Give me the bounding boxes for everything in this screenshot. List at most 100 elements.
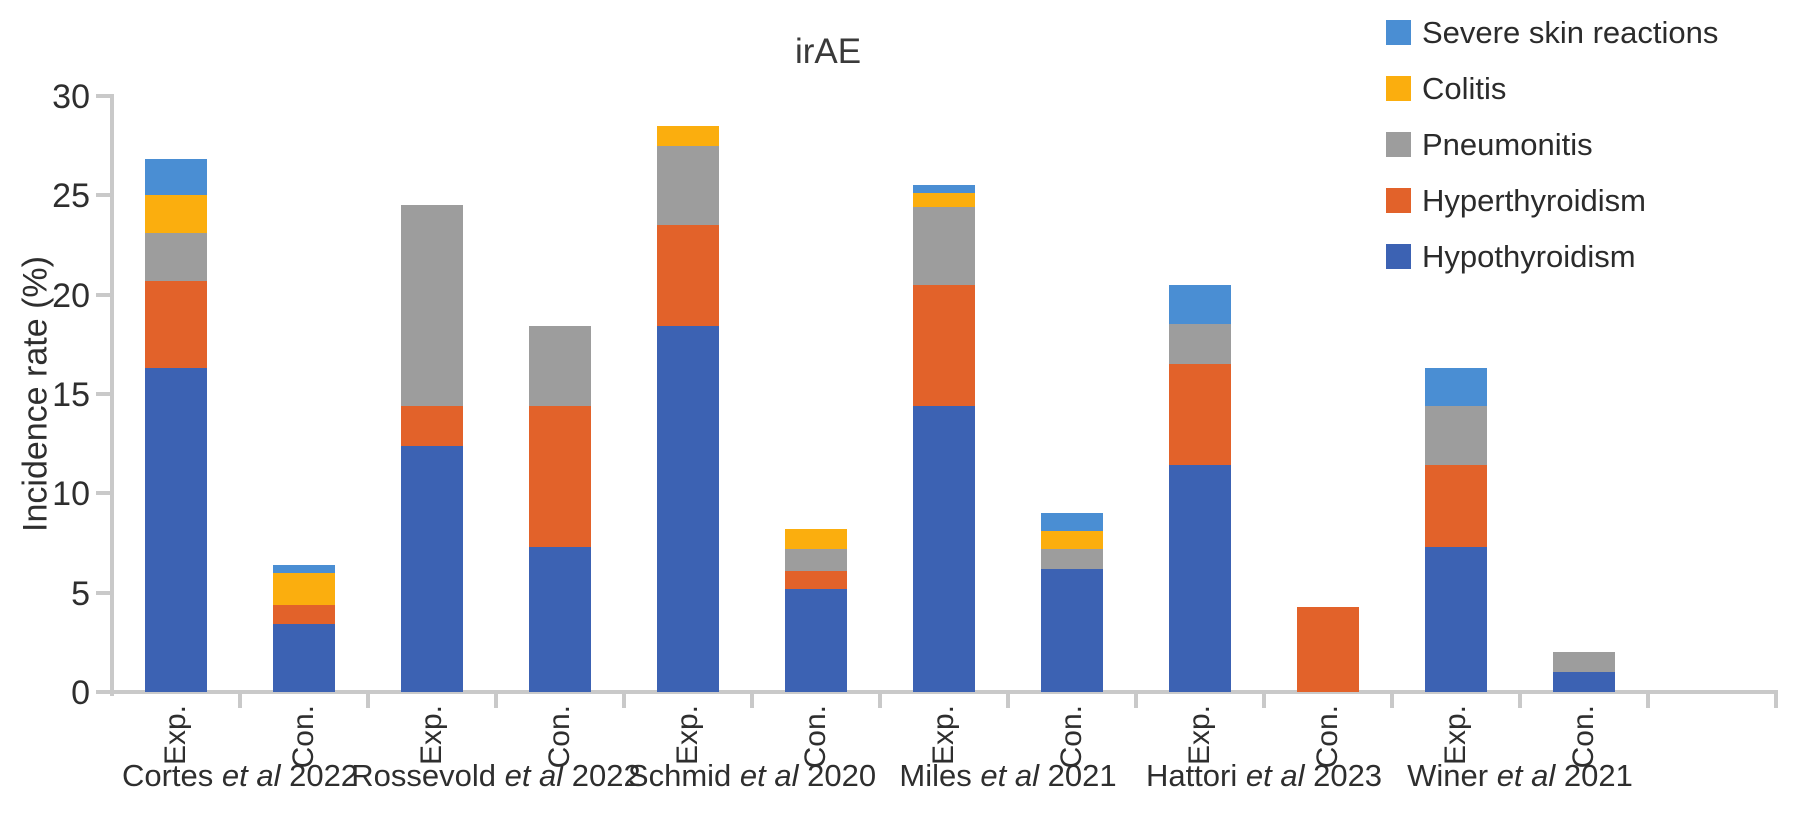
x-axis-tick [1390,692,1394,708]
bar-hattori-exp [1169,284,1231,692]
segment-pneumonitis [529,326,591,406]
segment-hyperthyroidism [273,604,335,625]
study-etal: et al [980,758,1039,793]
legend-label: Severe skin reactions [1422,15,1719,50]
study-etal: et al [1496,758,1556,793]
y-tick-label: 0 [71,674,90,712]
segment-severe-skin-reactions [273,564,335,573]
y-axis-tick [96,690,110,694]
segment-severe-skin-reactions [1425,368,1487,406]
study-name: Hattori [1145,758,1246,793]
y-axis-tick [96,292,110,297]
bar-cortes-con [273,564,335,692]
segment-hyperthyroidism [657,225,719,327]
segment-pneumonitis [657,145,719,226]
segment-hyperthyroidism [145,280,207,369]
segment-severe-skin-reactions [913,185,975,194]
segment-hypothyroidism [1425,546,1487,692]
segment-pneumonitis [1553,652,1615,673]
study-year: 2023 [1304,758,1383,793]
segment-hypothyroidism [145,368,207,692]
study-year: 2021 [1555,758,1633,793]
study-name: Winer [1407,758,1497,793]
study-name: Miles [899,758,981,793]
segment-hyperthyroidism [785,570,847,589]
segment-pneumonitis [913,207,975,285]
x-axis-tick [878,692,882,708]
segment-colitis [145,195,207,233]
x-axis-tick [1774,692,1778,708]
x-category-label-exp: Exp. [1439,705,1472,766]
segment-colitis [657,125,719,146]
segment-hypothyroidism [529,546,591,692]
x-axis-tick [1262,692,1266,708]
bar-hattori-con [1297,606,1359,692]
legend-swatch-icon [1386,20,1411,45]
bar-winer-con [1553,652,1615,692]
x-axis-tick [1006,692,1010,708]
y-axis-tick [96,391,110,396]
x-axis-tick [1646,692,1650,708]
study-name: Cortes [121,758,222,793]
bar-schmid-exp [657,125,719,692]
study-label-cortes: Cortes et al 2022 [122,758,358,794]
segment-hypothyroidism [1169,465,1231,692]
legend-item-hypothyroidism: Hypothyroidism [1386,239,1718,274]
segment-hyperthyroidism [1169,364,1231,466]
x-axis-tick [622,692,626,708]
study-year: 2021 [1038,758,1117,793]
segment-pneumonitis [401,205,463,406]
study-label-rossevold: Rossevold et al 2022 [351,758,641,794]
segment-hyperthyroidism [401,405,463,446]
segment-pneumonitis [1169,324,1231,365]
study-year: 2022 [280,758,359,793]
bar-miles-exp [913,185,975,692]
x-axis-tick [1134,692,1138,708]
study-etal: et al [739,758,799,793]
segment-pneumonitis [1425,405,1487,466]
x-axis-tick [494,692,498,708]
study-label-schmid: Schmid et al 2020 [628,758,876,794]
legend-item-hyperthyroidism: Hyperthyroidism [1386,183,1718,218]
segment-hypothyroidism [1041,568,1103,692]
legend-swatch-icon [1386,76,1411,101]
bar-miles-con [1041,513,1103,692]
legend-label: Hyperthyroidism [1422,183,1646,218]
y-tick-label: 5 [71,574,90,613]
segment-colitis [785,529,847,549]
segment-pneumonitis [785,548,847,571]
segment-hypothyroidism [657,326,719,692]
y-tick-label: 20 [52,276,90,315]
segment-colitis [273,572,335,605]
x-category-label-exp: Exp. [415,705,448,766]
y-tick-label: 30 [52,77,90,116]
segment-pneumonitis [1041,548,1103,569]
study-name: Rossevold [351,758,505,793]
x-axis-line [110,690,1778,694]
y-axis-line [110,93,114,696]
study-etal: et al [221,758,281,793]
segment-hyperthyroidism [913,284,975,406]
segment-hypothyroidism [913,405,975,692]
legend-label: Colitis [1422,71,1507,106]
legend-label: Hypothyroidism [1422,239,1636,274]
segment-severe-skin-reactions [145,159,207,196]
legend-swatch-icon [1386,188,1411,213]
segment-colitis [1041,531,1103,549]
segment-hyperthyroidism [1297,606,1359,692]
y-tick-label: 10 [52,475,90,514]
study-year: 2020 [798,758,877,793]
segment-pneumonitis [145,232,207,281]
segment-severe-skin-reactions [1169,284,1231,325]
segment-hypothyroidism [785,588,847,692]
y-axis-tick [96,193,110,198]
segment-colitis [913,193,975,208]
y-axis-tick [96,93,110,98]
y-tick-label: 15 [52,375,90,414]
legend: Severe skin reactions Colitis Pneumonitis H… [1386,15,1719,300]
chart-title: irAE [794,32,862,71]
segment-hyperthyroidism [529,405,591,547]
legend-item-colitis: Colitis [1386,71,1718,106]
x-category-label-exp: Exp. [1183,705,1216,766]
segment-hypothyroidism [401,445,463,692]
